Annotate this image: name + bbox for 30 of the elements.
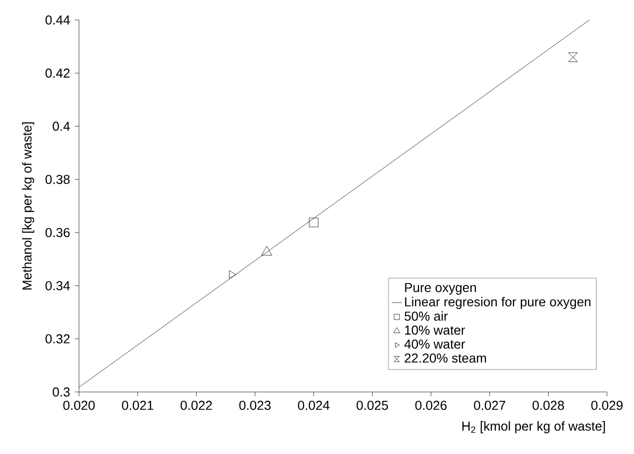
x-tick-label: 0.020 xyxy=(63,400,95,410)
y-tick-label: 0.36 xyxy=(46,228,70,238)
x-tick-label: 0.026 xyxy=(415,400,447,410)
x-tick-label: 0.022 xyxy=(180,400,212,410)
legend-label: 22.20% steam xyxy=(404,353,486,363)
point xyxy=(308,218,318,228)
y-tick-label: 0.42 xyxy=(46,68,70,78)
x-tick-label: 0.029 xyxy=(591,400,623,410)
legend-label: 10% water xyxy=(405,326,466,335)
x-tick-label: 0.028 xyxy=(532,400,564,410)
y-tick-label: 0.34 xyxy=(46,281,70,290)
point xyxy=(261,246,272,256)
x-tick-label: 0.025 xyxy=(356,400,388,410)
y-tick-label: 0.38 xyxy=(46,174,70,184)
x-tick-label: 0.027 xyxy=(474,400,506,410)
y-axis-title: Methanol [kg per kg of waste] xyxy=(22,122,34,290)
point xyxy=(568,52,578,62)
y-tick-label: 0.44 xyxy=(46,15,70,25)
y-tick-label: 0.32 xyxy=(46,334,70,344)
x-tick-label: 0.024 xyxy=(298,400,330,410)
x-tick-label: 0.021 xyxy=(122,400,154,410)
y-tick-label: 0.3 xyxy=(52,387,70,397)
point xyxy=(229,270,236,279)
legend-label: 40% water xyxy=(404,340,466,349)
y-tick-label: 0.4 xyxy=(52,122,70,131)
legend-label: Linear regresion for pure oxygen xyxy=(405,296,590,309)
legend-title: Pure oxygen xyxy=(405,283,476,295)
x-axis-title: H$_{2}$ [kmol per kg of waste] xyxy=(462,421,605,434)
x-tick-label: 0.023 xyxy=(239,400,271,410)
legend-label: 50% air xyxy=(404,311,448,321)
